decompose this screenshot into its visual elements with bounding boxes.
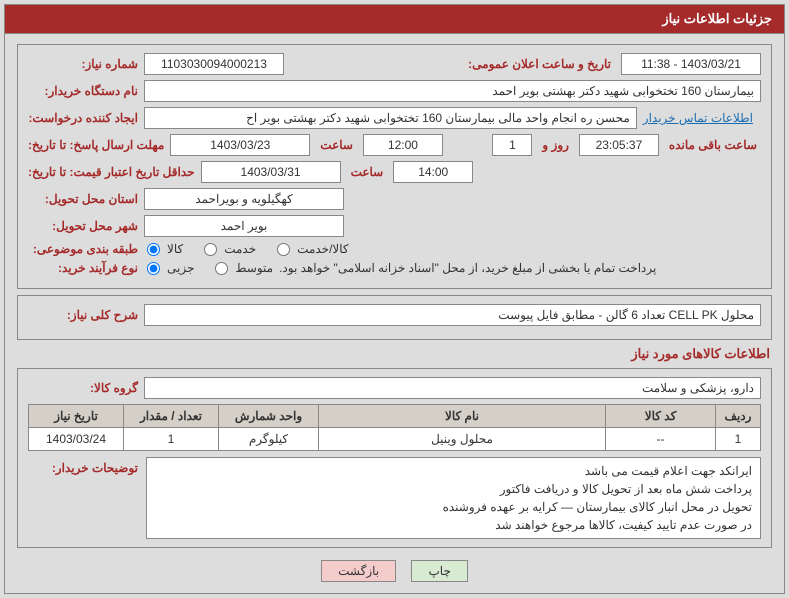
remarks-box[interactable]: ایرانکد جهت اعلام قیمت می باشد پرداخت شش… (146, 457, 761, 539)
goods-section-title: اطلاعات کالاهای مورد نیاز (17, 346, 770, 362)
col-code: کد کالا (606, 405, 716, 428)
process-radio-group: جزیی متوسط (144, 261, 273, 275)
cell-date: 1403/03/24 (29, 428, 124, 451)
time-remain-field: 23:05:37 (579, 134, 659, 156)
province-label: استان محل تحویل: (28, 192, 138, 206)
topic-goods-radio[interactable] (147, 243, 160, 256)
announce-field: 1403/03/21 - 11:38 (621, 53, 761, 75)
print-button[interactable]: چاپ (411, 560, 467, 582)
buyer-contact-link[interactable]: اطلاعات تماس خریدار (643, 111, 753, 125)
desc-label: شرح کلی نیاز: (28, 308, 138, 322)
deadline-hour-field: 12:00 (363, 134, 443, 156)
announce-label: تاریخ و ساعت اعلان عمومی: (468, 57, 611, 71)
cell-name: محلول وینیل (319, 428, 606, 451)
remarks-label: توضیحات خریدار: (28, 457, 138, 475)
col-qty: تعداد / مقدار (124, 405, 219, 428)
buyer-org-field: بیمارستان 160 تختخوابی شهید دکتر بهشتی ب… (144, 80, 761, 102)
cell-qty: 1 (124, 428, 219, 451)
validity-hour-field: 14:00 (393, 161, 473, 183)
cell-row: 1 (716, 428, 761, 451)
buyer-org-label: نام دستگاه خریدار: (28, 84, 138, 98)
days-and-label: روز و (542, 138, 569, 152)
cell-unit: کیلوگرم (219, 428, 319, 451)
days-remain-field: 1 (492, 134, 532, 156)
back-button[interactable]: بازگشت (321, 560, 396, 582)
cell-code: -- (606, 428, 716, 451)
description-section: شرح کلی نیاز: محلول CELL PK تعداد 6 گالن… (17, 295, 772, 340)
topic-label: طبقه بندی موضوعی: (28, 242, 138, 256)
requester-field: محسن ره انجام واحد مالی بیمارستان 160 تخ… (144, 107, 637, 129)
page-header: جزئیات اطلاعات نیاز (5, 5, 784, 34)
remarks-line: ایرانکد جهت اعلام قیمت می باشد (155, 462, 752, 480)
topic-service-label: خدمت (224, 242, 256, 256)
table-row: 1 -- محلول وینیل کیلوگرم 1 1403/03/24 (29, 428, 761, 451)
process-medium-label: متوسط (235, 261, 273, 275)
requester-label: ایجاد کننده درخواست: (28, 111, 138, 125)
deadline-label: مهلت ارسال پاسخ: تا تاریخ: (28, 138, 164, 152)
validity-date-field: 1403/03/31 (201, 161, 341, 183)
deadline-date-field: 1403/03/23 (170, 134, 310, 156)
process-medium-radio[interactable] (215, 262, 228, 275)
city-label: شهر محل تحویل: (28, 219, 138, 233)
remarks-line: تحویل در محل انبار کالای بیمارستان — کرا… (155, 498, 752, 516)
group-field: دارو، پزشکی و سلامت (144, 377, 761, 399)
col-row: ردیف (716, 405, 761, 428)
main-fields-section: شماره نیاز: 1103030094000213 تاریخ و ساع… (17, 44, 772, 289)
process-minor-label: جزیی (167, 261, 194, 275)
col-name: نام کالا (319, 405, 606, 428)
footer-buttons: چاپ بازگشت (17, 554, 772, 586)
topic-radio-group: کالا خدمت کالا/خدمت (144, 242, 349, 256)
goods-table: ردیف کد کالا نام کالا واحد شمارش تعداد /… (28, 404, 761, 451)
topic-both-radio[interactable] (277, 243, 290, 256)
hour-label-2: ساعت (351, 165, 384, 179)
remarks-line: پرداخت شش ماه بعد از تحویل کالا و دریافت… (155, 480, 752, 498)
group-label: گروه کالا: (28, 381, 138, 395)
hour-label-1: ساعت (320, 138, 353, 152)
province-field: کهگیلویه و بویراحمد (144, 188, 344, 210)
validity-label: حداقل تاریخ اعتبار قیمت: تا تاریخ: (28, 165, 195, 179)
city-field: بویر احمد (144, 215, 344, 237)
desc-field: محلول CELL PK تعداد 6 گالن - مطابق فایل … (144, 304, 761, 326)
need-no-label: شماره نیاز: (28, 57, 138, 71)
topic-service-radio[interactable] (204, 243, 217, 256)
goods-section: گروه کالا: دارو، پزشکی و سلامت ردیف کد ک… (17, 368, 772, 548)
topic-goods-label: کالا (167, 242, 183, 256)
col-date: تاریخ نیاز (29, 405, 124, 428)
col-unit: واحد شمارش (219, 405, 319, 428)
remaining-label: ساعت باقی مانده (669, 138, 757, 152)
process-note: پرداخت تمام یا بخشی از مبلغ خرید، از محل… (279, 261, 656, 275)
process-minor-radio[interactable] (147, 262, 160, 275)
remarks-line: در صورت عدم تایید کیفیت، کالاها مرجوع خو… (155, 516, 752, 534)
need-no-field: 1103030094000213 (144, 53, 284, 75)
process-label: نوع فرآیند خرید: (28, 261, 138, 275)
topic-both-label: کالا/خدمت (297, 242, 348, 256)
